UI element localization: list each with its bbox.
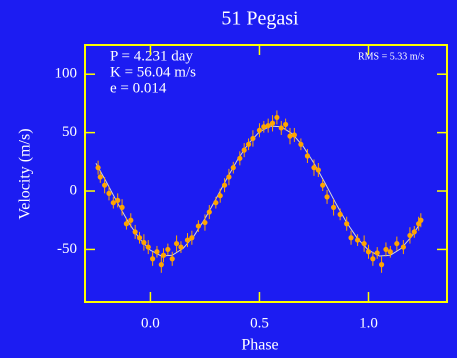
data-point xyxy=(141,239,147,246)
data-point xyxy=(348,235,354,241)
data-point xyxy=(184,237,191,243)
annotation: e = 0.014 xyxy=(110,80,167,96)
data-point xyxy=(195,223,201,229)
data-point xyxy=(102,182,108,188)
plot-frame xyxy=(84,44,448,303)
data-point xyxy=(365,249,372,255)
data-point xyxy=(202,219,208,226)
data-point xyxy=(189,235,195,241)
data-point xyxy=(344,221,350,227)
data-point xyxy=(178,244,184,250)
data-point xyxy=(256,127,263,133)
data-point xyxy=(226,174,232,180)
data-point xyxy=(324,194,330,200)
data-point xyxy=(287,133,293,139)
data-point xyxy=(387,249,393,255)
data-point xyxy=(374,250,380,256)
data-point xyxy=(370,256,376,262)
data-point xyxy=(311,165,317,171)
data-point xyxy=(400,244,406,250)
rms-label: RMS = 5.33 m/s xyxy=(358,51,424,62)
data-point xyxy=(265,123,271,129)
y-tick-label: -50 xyxy=(57,241,77,257)
data-point xyxy=(331,204,337,210)
data-point xyxy=(169,256,175,262)
x-tick-label: 0.0 xyxy=(141,315,160,331)
data-point xyxy=(354,237,361,243)
chart-title: 51 Pegasi xyxy=(221,8,299,30)
data-point xyxy=(250,135,256,142)
data-point xyxy=(320,182,326,188)
data-point xyxy=(158,262,164,268)
data-point xyxy=(304,153,311,159)
data-point xyxy=(154,249,160,255)
data-point xyxy=(407,232,413,239)
data-point xyxy=(291,132,297,138)
annotation: K = 56.04 m/s xyxy=(110,64,196,80)
y-tick-label: 100 xyxy=(55,66,78,82)
data-point xyxy=(115,197,121,203)
data-point xyxy=(361,240,367,247)
data-point xyxy=(269,120,276,126)
data-point xyxy=(418,217,424,223)
data-point xyxy=(237,155,243,161)
data-point xyxy=(119,204,125,210)
data-point xyxy=(173,240,180,247)
data-point xyxy=(132,229,138,235)
data-point xyxy=(245,141,252,147)
data-point xyxy=(206,209,212,215)
x-tick-label: 0.5 xyxy=(250,315,269,331)
data-point xyxy=(394,240,400,247)
x-axis-label: Phase xyxy=(241,337,278,354)
data-point xyxy=(136,235,143,241)
data-point xyxy=(241,147,247,153)
data-point xyxy=(278,125,284,131)
data-point xyxy=(298,141,304,147)
data-point xyxy=(213,200,219,206)
y-axis-label: Velocity (m/s) xyxy=(17,128,34,219)
data-point xyxy=(230,165,236,171)
data-point xyxy=(411,229,417,235)
data-point xyxy=(315,167,321,173)
data-point xyxy=(106,190,112,196)
x-tick-label: 1.0 xyxy=(359,315,378,331)
data-point xyxy=(128,217,134,223)
data-point xyxy=(165,246,171,253)
data-point xyxy=(221,182,228,188)
data-point xyxy=(160,252,167,258)
data-point xyxy=(110,200,116,206)
data-point xyxy=(337,211,343,217)
y-tick-label: 0 xyxy=(70,182,78,198)
data-point xyxy=(145,244,151,250)
data-point xyxy=(383,246,389,253)
data-point xyxy=(217,193,223,199)
data-point xyxy=(378,262,385,268)
data-point xyxy=(274,114,280,121)
data-point xyxy=(283,121,289,128)
y-tick-label: 50 xyxy=(62,124,77,140)
data-point xyxy=(150,256,156,262)
data-point xyxy=(97,174,103,180)
data-point xyxy=(261,124,267,130)
data-point xyxy=(123,221,130,227)
annotation: P = 4.231 day xyxy=(110,48,193,64)
data-point xyxy=(95,165,101,171)
